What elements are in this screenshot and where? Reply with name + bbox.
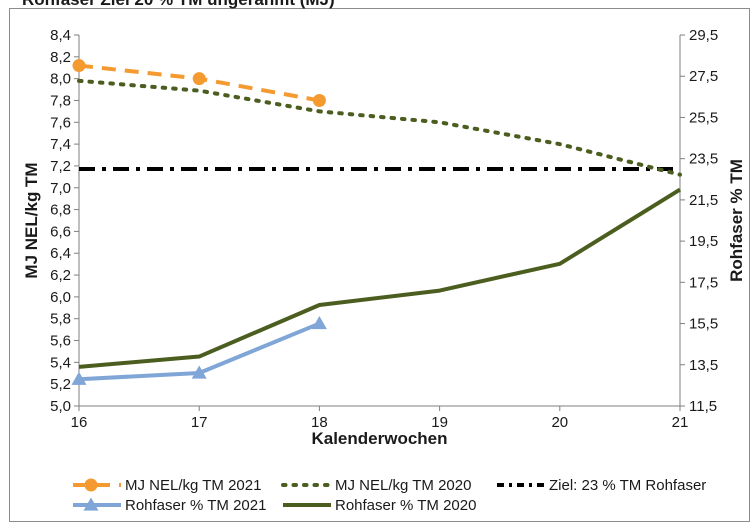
series-0-point — [72, 59, 86, 73]
right-tick-label: 11,5 — [689, 398, 717, 415]
legend-item: Rohfaser % TM 2020 — [283, 497, 476, 514]
x-tick-label: 20 — [551, 414, 568, 431]
legend-label: MJ NEL/kg TM 2021 — [125, 477, 261, 494]
x-tick-label: 17 — [191, 414, 208, 431]
series-1 — [77, 78, 682, 177]
right-tick-label: 25,5 — [689, 109, 718, 126]
series-layer — [71, 59, 682, 385]
right-tick-label: 15,5 — [689, 316, 718, 333]
left-tick-label: 7,4 — [50, 136, 71, 153]
legend-label: Rohfaser % TM 2020 — [335, 497, 476, 514]
right-tick-label: 19,5 — [689, 233, 718, 250]
series-0-point — [192, 72, 206, 86]
legend-item: MJ NEL/kg TM 2020 — [281, 477, 471, 494]
left-tick-label: 7,2 — [50, 158, 71, 175]
left-tick-label: 6,0 — [50, 289, 71, 306]
left-tick-label: 6,8 — [50, 202, 71, 219]
axes: 5,0 5,2 5,4 5,6 5,8 6,0 6,2 6,4 6,6 6,8 7,0 7,2 7,4 7… — [22, 27, 746, 448]
series-1-line — [77, 78, 682, 177]
legend-item: Ziel: 23 % TM Rohfaser — [497, 477, 706, 494]
series-3-point — [191, 365, 207, 379]
series-4 — [78, 187, 682, 369]
legend-item: MJ NEL/kg TM 2021 — [73, 477, 261, 494]
legend-point — [83, 497, 99, 511]
series-0-point — [312, 93, 326, 107]
legend-point — [84, 478, 98, 492]
left-tick-label: 8,4 — [50, 27, 71, 44]
left-tick-label: 8,2 — [50, 49, 71, 66]
left-tick-label: 7,6 — [50, 114, 71, 131]
left-tick-label: 5,4 — [50, 354, 71, 371]
right-tick-label: 21,5 — [689, 192, 718, 209]
right-tick-label: 27,5 — [689, 68, 718, 85]
right-tick-label: 13,5 — [689, 357, 718, 374]
series-3-point — [71, 371, 87, 385]
series-0 — [72, 59, 326, 107]
left-tick-label: 5,6 — [50, 333, 71, 350]
left-tick-label: 5,2 — [50, 376, 71, 393]
left-tick-label: 7,0 — [50, 180, 71, 197]
legend-label: Ziel: 23 % TM Rohfaser — [549, 477, 706, 494]
left-tick-label: 5,0 — [50, 398, 71, 415]
left-tick-label: 6,6 — [50, 223, 71, 240]
y-axis-label-left: MJ NEL/kg TM — [22, 162, 41, 278]
right-tick-label: 17,5 — [689, 274, 718, 291]
legend-label: Rohfaser % TM 2021 — [125, 497, 266, 514]
x-tick-label: 19 — [431, 414, 448, 431]
right-tick-label: 23,5 — [689, 151, 718, 168]
y-axis-label-right: Rohfaser % TM — [727, 159, 746, 282]
x-tick-label: 16 — [71, 414, 88, 431]
series-3-point — [311, 316, 327, 330]
left-tick-label: 7,8 — [50, 92, 71, 109]
legend: MJ NEL/kg TM 2021 MJ NEL/kg TM 2020 Ziel: … — [73, 477, 706, 514]
legend-item: Rohfaser % TM 2021 — [73, 497, 266, 514]
chart-frame — [9, 8, 750, 522]
x-tick-label: 21 — [672, 414, 689, 431]
series-4-line — [78, 187, 682, 369]
left-tick-label: 6,4 — [50, 245, 71, 262]
x-axis-label: Kalenderwochen — [311, 429, 447, 448]
series-3 — [71, 316, 327, 385]
chart-title-cut: Rohfaser Ziel 20 % TM ungerahmt (MJ) — [22, 0, 335, 9]
right-tick-label: 29,5 — [689, 27, 718, 44]
left-tick-label: 6,2 — [50, 267, 71, 284]
left-tick-label: 5,8 — [50, 311, 71, 328]
x-tick-label: 18 — [311, 414, 328, 431]
legend-label: MJ NEL/kg TM 2020 — [335, 477, 471, 494]
left-tick-label: 8,0 — [50, 71, 71, 88]
